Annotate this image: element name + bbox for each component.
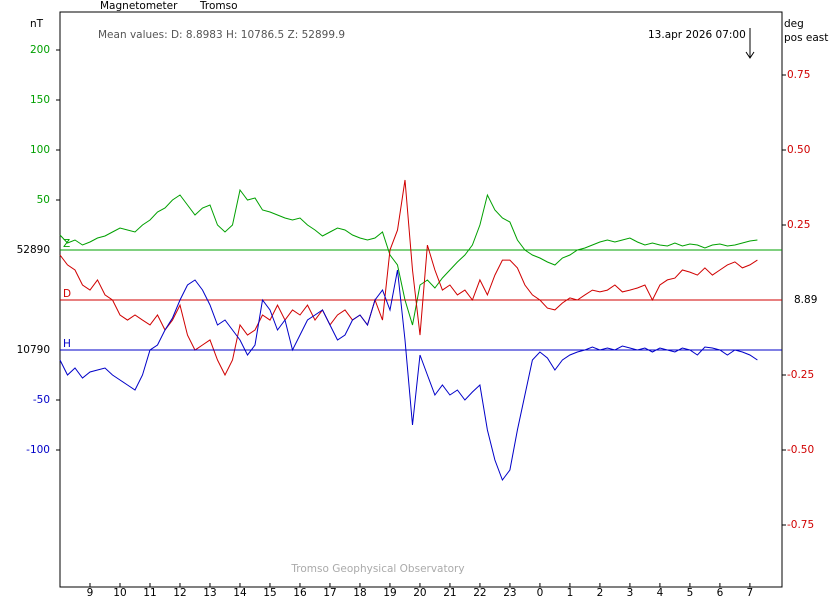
- timestamp: 13.apr 2026 07:00: [648, 29, 746, 41]
- y2-tick-label: -0.50: [787, 444, 814, 456]
- y2-tick-label: 0.50: [787, 144, 810, 156]
- y-tick-label: -50: [33, 394, 50, 406]
- x-tick-label: 19: [383, 587, 396, 599]
- x-tick-label: 16: [293, 587, 307, 599]
- y-tick-label: 200: [30, 44, 50, 56]
- y2-tick-label: 0.75: [787, 69, 810, 81]
- y-axis-label: nT: [30, 18, 44, 30]
- x-tick-label: 21: [443, 587, 456, 599]
- series-line: [59, 188, 758, 326]
- x-tick-label: 13: [203, 587, 216, 599]
- y-tick-label: 150: [30, 94, 50, 106]
- y2-tick-label: 0.25: [787, 219, 810, 231]
- series-name: Z: [63, 238, 70, 250]
- x-tick-label: 20: [413, 587, 426, 599]
- x-tick-label: 4: [657, 587, 664, 599]
- y-tick-label: 100: [30, 144, 50, 156]
- series-name: D: [63, 288, 71, 300]
- time-arrow: [745, 28, 755, 59]
- x-tick-label: 11: [143, 587, 156, 599]
- series-line: [59, 179, 758, 377]
- series-line: [59, 269, 758, 482]
- x-tick-label: 22: [473, 587, 486, 599]
- station: Tromso: [199, 0, 238, 12]
- y2-axis-sublabel: pos east: [784, 32, 828, 44]
- x-tick-label: 17: [323, 587, 336, 599]
- x-tick-label: 5: [687, 587, 694, 599]
- y2-tick-label: -0.25: [787, 369, 814, 381]
- y2-tick-label: -0.75: [787, 519, 814, 531]
- y-tick-label: 50: [37, 194, 50, 206]
- x-tick-label: 14: [233, 587, 247, 599]
- series-name: H: [63, 338, 71, 350]
- x-tick-label: 7: [747, 587, 754, 599]
- x-tick-label: 3: [627, 587, 634, 599]
- baseline-label: 52890: [17, 244, 50, 256]
- y2-axis-label: deg: [784, 18, 804, 30]
- footer: Tromso Geophysical Observatory: [290, 563, 464, 575]
- x-tick-label: 0: [537, 587, 544, 599]
- x-tick-label: 23: [503, 587, 516, 599]
- mean-values: Mean values: D: 8.8983 H: 10786.5 Z: 528…: [98, 29, 345, 41]
- x-tick-label: 6: [717, 587, 724, 599]
- x-tick-label: 2: [597, 587, 604, 599]
- chart-title: Magnetometer: [100, 0, 178, 12]
- x-tick-label: 1: [567, 587, 574, 599]
- baseline-label: 10790: [17, 344, 50, 356]
- y-tick-label: -100: [26, 444, 50, 456]
- x-tick-label: 10: [113, 587, 126, 599]
- baseline-label: 8.89: [794, 294, 817, 306]
- x-tick-label: 18: [353, 587, 366, 599]
- x-tick-label: 15: [263, 587, 276, 599]
- x-tick-label: 12: [173, 587, 186, 599]
- x-tick-label: 9: [87, 587, 94, 599]
